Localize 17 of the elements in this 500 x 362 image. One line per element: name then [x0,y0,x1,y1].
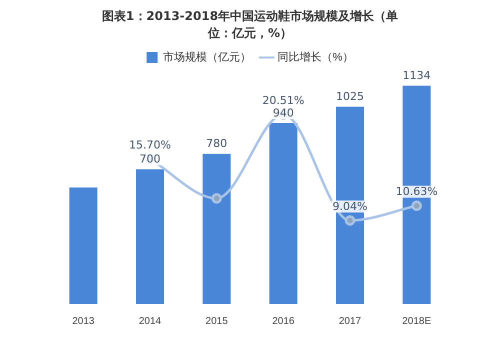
data-label: 9.04% [332,200,368,213]
x-tick-label: 2015 [206,316,228,327]
data-label: 1025 [336,90,364,104]
legend-label: 同比增长（%） [278,50,354,64]
x-tick-label: 2013 [72,316,95,327]
data-label: 940 [272,106,294,120]
legend-label: 市场规模（亿元） [163,50,252,64]
x-tick-label: 2017 [338,316,362,327]
data-label: 15.70% [129,138,171,152]
x-tick-label: 2018E [402,316,432,327]
data-label: 20.51% [262,94,304,107]
data-label: 1134 [402,69,431,82]
x-tick-label: 2016 [272,316,295,327]
data-label: 10.63% [396,185,438,198]
x-tick-label: 2014 [138,316,162,327]
data-label: 780 [206,137,228,150]
chart-title: 图表1：2013-2018年中国运动鞋市场规模及增长（单位：亿元，%） [100,8,400,42]
